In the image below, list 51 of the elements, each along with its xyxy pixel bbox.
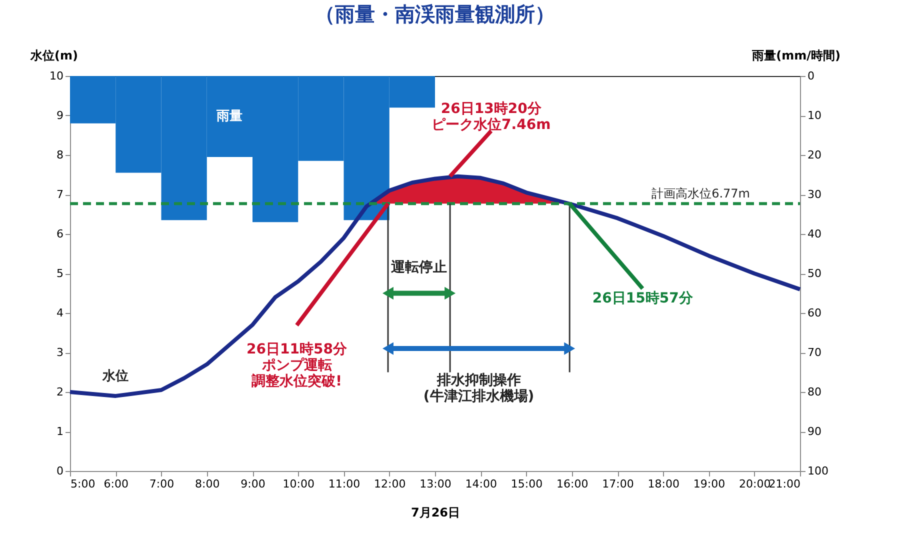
x-tick-label: 9:00 [240, 478, 266, 490]
x-tick-label: 10:00 [282, 478, 314, 490]
x-tick-label: 14:00 [465, 478, 497, 490]
x-tick-label: 12:00 [374, 478, 406, 490]
y-tick-label: 4 [56, 306, 64, 320]
y-tick-label: 1 [56, 425, 64, 438]
ref-line-label: 計画高水位6.77m [652, 186, 750, 201]
y-tick-label: 0 [56, 464, 64, 478]
annotation: 排水抑制操作(牛津江排水機場) [423, 372, 534, 405]
x-tick-label: 13:00 [420, 478, 452, 490]
y2-tick-label: 40 [808, 228, 822, 240]
annotation: 26日11時58分ポンプ運転調整水位突破! [246, 342, 348, 390]
y2-tick-label: 20 [808, 148, 822, 162]
y2-tick-label: 10 [808, 109, 822, 122]
x-tick-label: 15:00 [510, 478, 543, 490]
x-tick-label: 20:00 [739, 478, 771, 490]
y-tick-label: 9 [56, 109, 64, 122]
y2-tick-label: 0 [808, 70, 814, 82]
x-tick-label: 16:00 [556, 478, 588, 490]
x-tick-label: 5:00 [70, 478, 96, 490]
x-tick-label: 18:00 [648, 478, 680, 490]
y2-tick-label: 100 [808, 464, 828, 478]
y2-tick-label: 30 [808, 188, 822, 201]
x-tick-label: 7:00 [149, 478, 174, 490]
y-tick-label: 7 [56, 188, 64, 201]
chart-title: （雨量・南渓雨量観測所） [315, 2, 555, 26]
series-label: 雨量 [216, 109, 243, 124]
annotation: 26日13時20分ピーク水位7.46m [432, 101, 551, 134]
annotation: 26日15時57分 [592, 290, 694, 306]
y-axis-title: 水位(m) [30, 48, 78, 62]
series-label: 水位 [102, 368, 129, 384]
x-tick-label: 6:00 [104, 478, 128, 490]
x-tick-label: 8:00 [195, 478, 220, 490]
y2-tick-label: 60 [808, 306, 822, 320]
x-tick-label: 21:00 [768, 478, 800, 490]
y-tick-label: 2 [56, 386, 64, 398]
annotation: 運転停止 [390, 259, 448, 276]
x-axis-title: 7月26日 [410, 506, 460, 520]
y2-tick-label: 50 [808, 267, 822, 280]
y2-axis-title: 雨量(mm/時間) [751, 48, 840, 62]
y-tick-label: 10 [50, 70, 64, 82]
y2-tick-label: 90 [808, 425, 822, 438]
y2-tick-label: 70 [808, 346, 822, 359]
y-tick-label: 5 [56, 267, 64, 280]
x-tick-label: 19:00 [693, 478, 726, 490]
y-tick-label: 6 [56, 228, 64, 240]
x-tick-label: 11:00 [328, 478, 360, 490]
y-tick-label: 3 [56, 346, 64, 359]
x-tick-label: 17:00 [602, 478, 634, 490]
y2-tick-label: 80 [808, 386, 822, 398]
y-tick-label: 8 [56, 148, 64, 162]
